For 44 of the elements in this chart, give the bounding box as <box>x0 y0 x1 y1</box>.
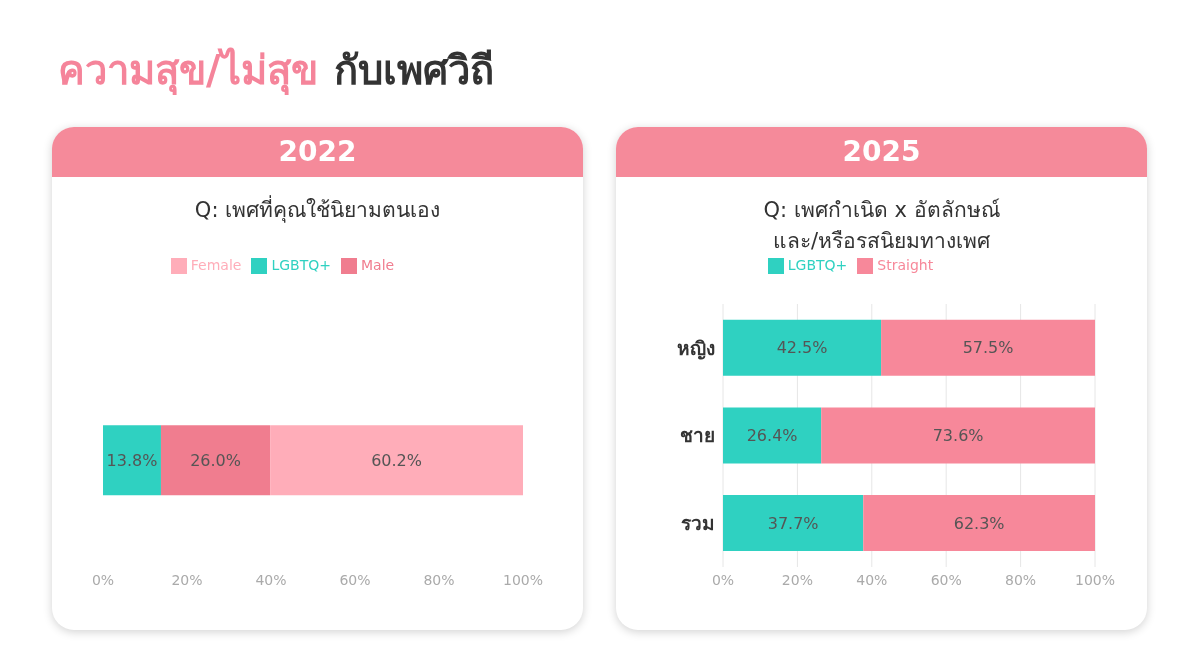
x-tick-label: 80% <box>1005 571 1037 588</box>
data-label: 26.4% <box>746 426 798 446</box>
x-tick-label: 40% <box>856 571 888 588</box>
bar <box>821 407 1095 464</box>
chart-subtitle: Q: เพศที่คุณใช้นิยามตนเอง <box>193 195 442 225</box>
legend-label: LGBTQ+ <box>787 257 848 273</box>
data-label: 42.5% <box>776 338 828 358</box>
data-label: 60.2% <box>371 451 422 471</box>
data-label: 37.7% <box>767 513 819 533</box>
x-tick-label: 20% <box>171 571 203 588</box>
legend-label: Female <box>190 257 242 273</box>
data-label: 62.3% <box>953 513 1005 533</box>
legend-label: Straight <box>877 257 934 273</box>
x-tick-label: 100% <box>1074 571 1116 588</box>
text: ความสุข/ไม่สุข <box>58 47 318 93</box>
data-label: 26.0% <box>190 451 241 471</box>
y-tick-label: หญิง <box>677 336 715 360</box>
x-tick-label: 0% <box>711 571 735 588</box>
bar <box>270 425 523 496</box>
bar <box>723 495 864 552</box>
bar <box>103 425 161 496</box>
data-label: 73.6% <box>932 426 984 446</box>
data-label: 57.5% <box>962 338 1014 358</box>
x-tick-label: 0% <box>91 571 115 588</box>
x-tick-label: 60% <box>339 571 371 588</box>
x-tick-label: 80% <box>423 571 455 588</box>
bar <box>723 319 882 376</box>
data-label: 13.8% <box>106 451 158 471</box>
chart-title: 2022 <box>52 127 583 177</box>
y-tick-label: รวม <box>681 511 715 534</box>
text: กับเพศวิถี <box>333 47 494 93</box>
chart-subtitle: Q: เพศกำเนิด x อัตลักษณ์ และ/หรือรสนิยมทางเพศ <box>762 197 1001 255</box>
x-tick-label: 60% <box>930 571 962 588</box>
bar <box>881 319 1095 376</box>
chart-title: 2025 <box>616 127 1147 177</box>
y-tick-label: ชาย <box>680 424 715 447</box>
bar <box>723 407 822 464</box>
x-tick-label: 100% <box>502 571 544 588</box>
bar <box>863 495 1095 552</box>
x-tick-label: 40% <box>255 571 287 588</box>
x-tick-label: 20% <box>781 571 813 588</box>
bar <box>160 425 271 496</box>
legend-label: LGBTQ+ <box>271 257 331 273</box>
legend-label: Male <box>361 257 395 273</box>
